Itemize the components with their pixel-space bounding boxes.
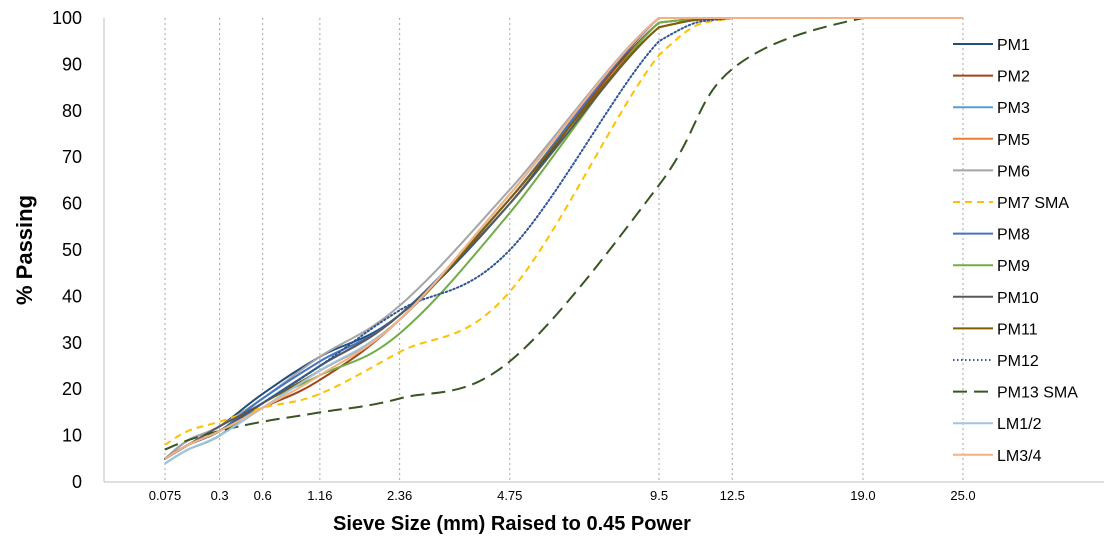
legend-label: PM7 SMA [997, 195, 1069, 212]
y-axis-title: % Passing [12, 195, 37, 305]
x-tick-label: 0.075 [149, 488, 182, 503]
legend-label: PM3 [997, 100, 1030, 117]
series-line-pm7-sma [164, 16, 963, 446]
y-tick-label: 60 [62, 194, 82, 214]
y-tick-label: 40 [62, 286, 82, 306]
y-tick-label: 80 [62, 101, 82, 121]
axes [103, 18, 1104, 483]
y-tick-labels: 0 10 20 30 40 50 60 70 80 90 100 [52, 8, 82, 492]
x-tick-labels: 0.075 0.3 0.6 1.16 2.36 4.75 9.5 12.5 19.0 25.0 [149, 488, 976, 503]
x-tick-label: 4.75 [497, 488, 522, 503]
series-line-lm3-4 [164, 16, 963, 460]
legend-label: PM8 [997, 227, 1030, 244]
x-tick-label: 25.0 [950, 488, 975, 503]
y-tick-label: 30 [62, 333, 82, 353]
x-tick-label: 0.6 [254, 488, 272, 503]
legend-label: PM13 SMA [997, 385, 1078, 402]
vertical-gridlines [164, 18, 964, 482]
legend-label: LM1/2 [997, 416, 1042, 433]
x-axis-title: Sieve Size (mm) Raised to 0.45 Power [333, 513, 691, 535]
series-line-pm13-sma [164, 16, 963, 451]
y-tick-label: 50 [62, 240, 82, 260]
x-tick-label: 9.5 [650, 488, 668, 503]
series-lines [164, 16, 964, 465]
legend-label: PM11 [997, 321, 1038, 338]
legend-label: LM3/4 [997, 448, 1042, 465]
x-tick-label: 2.36 [387, 488, 412, 503]
legend-label: PM6 [997, 163, 1030, 180]
legend-label: PM10 [997, 290, 1039, 307]
x-tick-label: 0.3 [211, 488, 229, 503]
legend-label: PM5 [997, 132, 1030, 149]
legend-label: PM9 [997, 258, 1030, 275]
x-tick-label: 19.0 [850, 488, 875, 503]
y-tick-label: 90 [62, 54, 82, 74]
legend-label: PM12 [997, 353, 1039, 370]
y-tick-label: 100 [52, 8, 82, 28]
x-tick-label: 12.5 [720, 488, 745, 503]
legend-label: PM2 [997, 69, 1030, 86]
y-tick-label: 70 [62, 147, 82, 167]
y-tick-label: 10 [62, 426, 82, 446]
y-tick-label: 20 [62, 379, 82, 399]
x-tick-label: 1.16 [307, 488, 332, 503]
legend-label: PM1 [997, 37, 1030, 54]
legend: PM1 PM2 PM3 PM5 PM6 PM7 SMA PM8 PM9 PM10 PM11 PM12… [953, 37, 1078, 465]
y-tick-label: 0 [72, 472, 82, 492]
